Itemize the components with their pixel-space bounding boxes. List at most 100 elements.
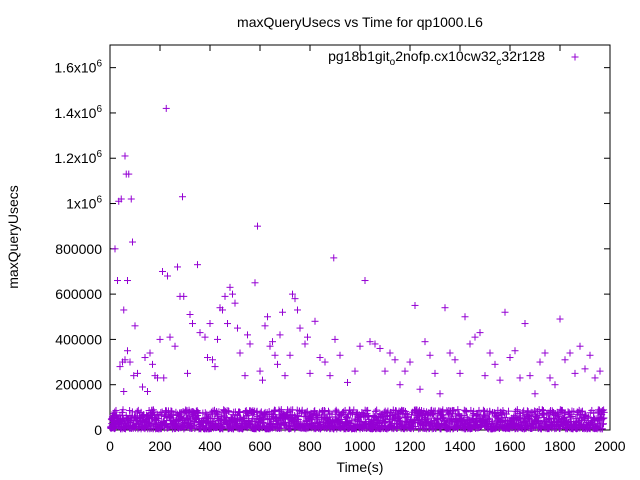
y-tick-label: 1x106 [66, 195, 102, 212]
chart-title: maxQueryUsecs vs Time for qp1000.L6 [237, 14, 483, 30]
data-point [597, 410, 605, 418]
data-point [471, 333, 479, 341]
y-tick-label: 1.4x106 [54, 104, 102, 121]
data-point [501, 308, 509, 316]
data-point [256, 367, 264, 375]
x-tick-label: 200 [148, 438, 172, 454]
data-point [431, 369, 439, 377]
data-point [491, 360, 499, 368]
data-point [348, 417, 356, 425]
legend-marker [571, 53, 579, 61]
data-point [259, 419, 267, 427]
data-point [119, 406, 127, 414]
data-point [421, 338, 429, 346]
data-point [531, 390, 539, 398]
data-points [107, 104, 608, 433]
data-point [366, 338, 374, 346]
data-point [244, 331, 251, 339]
data-point [326, 372, 334, 380]
data-point [496, 376, 504, 384]
data-point [274, 360, 281, 368]
axis-tick-labels: 0 200 400 600 800 1000 1200 1400 1600 1800 2000 0 20… [54, 59, 625, 454]
data-point [246, 419, 254, 427]
data-point [146, 349, 154, 357]
data-point [402, 410, 410, 418]
data-point [254, 222, 261, 230]
x-tick-label: 1400 [444, 438, 475, 454]
data-point [488, 418, 496, 426]
data-point [462, 408, 470, 416]
data-point [371, 340, 379, 348]
data-point [356, 342, 364, 350]
data-point [406, 358, 414, 366]
data-point [571, 369, 579, 377]
data-point [523, 407, 531, 415]
data-point [306, 369, 314, 377]
data-point [511, 347, 519, 355]
data-point [234, 324, 241, 332]
data-point [294, 306, 301, 314]
x-tick-label: 1000 [344, 438, 375, 454]
data-point [428, 411, 436, 419]
data-point [439, 406, 447, 414]
data-point [501, 414, 509, 422]
data-point [439, 414, 447, 422]
x-tick-label: 1800 [544, 438, 575, 454]
data-point [294, 416, 302, 424]
y-tick-label: 0 [94, 422, 102, 438]
data-point [201, 409, 209, 417]
data-point [126, 358, 134, 366]
data-point [599, 420, 607, 428]
data-point [246, 340, 254, 348]
x-tick-label: 2000 [594, 438, 625, 454]
data-point [566, 349, 574, 357]
data-point [164, 272, 171, 280]
data-point [264, 313, 271, 321]
data-point [551, 381, 559, 389]
data-point [416, 385, 424, 393]
data-point [336, 351, 344, 359]
data-point [134, 369, 141, 377]
data-point [121, 356, 129, 364]
data-point [376, 344, 384, 352]
data-point [515, 414, 523, 422]
legend-label: pg18b1gito2nofp.cx10cw32c32r128 [328, 48, 545, 68]
data-point [396, 416, 404, 424]
data-point [179, 193, 186, 201]
data-point [206, 320, 214, 328]
data-point [521, 320, 529, 328]
data-point [461, 313, 469, 321]
data-point [251, 279, 259, 287]
data-point [180, 292, 188, 300]
data-point [344, 378, 351, 386]
y-tick-label: 800000 [55, 241, 102, 257]
x-tick-label: 0 [106, 438, 114, 454]
legend: pg18b1gito2nofp.cx10cw32c32r128 [328, 48, 579, 68]
x-tick-label: 1200 [394, 438, 425, 454]
data-point [144, 388, 151, 395]
y-axis-label: maxQueryUsecs [5, 185, 21, 288]
data-point [141, 354, 149, 362]
data-point [598, 407, 606, 415]
data-point [327, 418, 335, 426]
data-point [401, 367, 409, 375]
data-point [241, 372, 249, 380]
data-point [311, 407, 319, 415]
data-point [121, 152, 129, 160]
data-point [294, 415, 302, 423]
axis-ticks [109, 45, 611, 431]
data-point [221, 292, 229, 300]
data-point [591, 374, 599, 382]
data-point [381, 367, 389, 375]
y-tick-label: 1.2x106 [54, 149, 102, 166]
data-point [598, 425, 606, 433]
x-tick-label: 400 [198, 438, 222, 454]
data-point [304, 333, 311, 341]
x-tick-label: 1600 [494, 438, 525, 454]
data-point [226, 283, 234, 291]
data-point [481, 372, 489, 380]
data-point [361, 277, 369, 285]
data-point [371, 407, 379, 415]
data-point [129, 238, 136, 246]
data-point [168, 407, 176, 415]
